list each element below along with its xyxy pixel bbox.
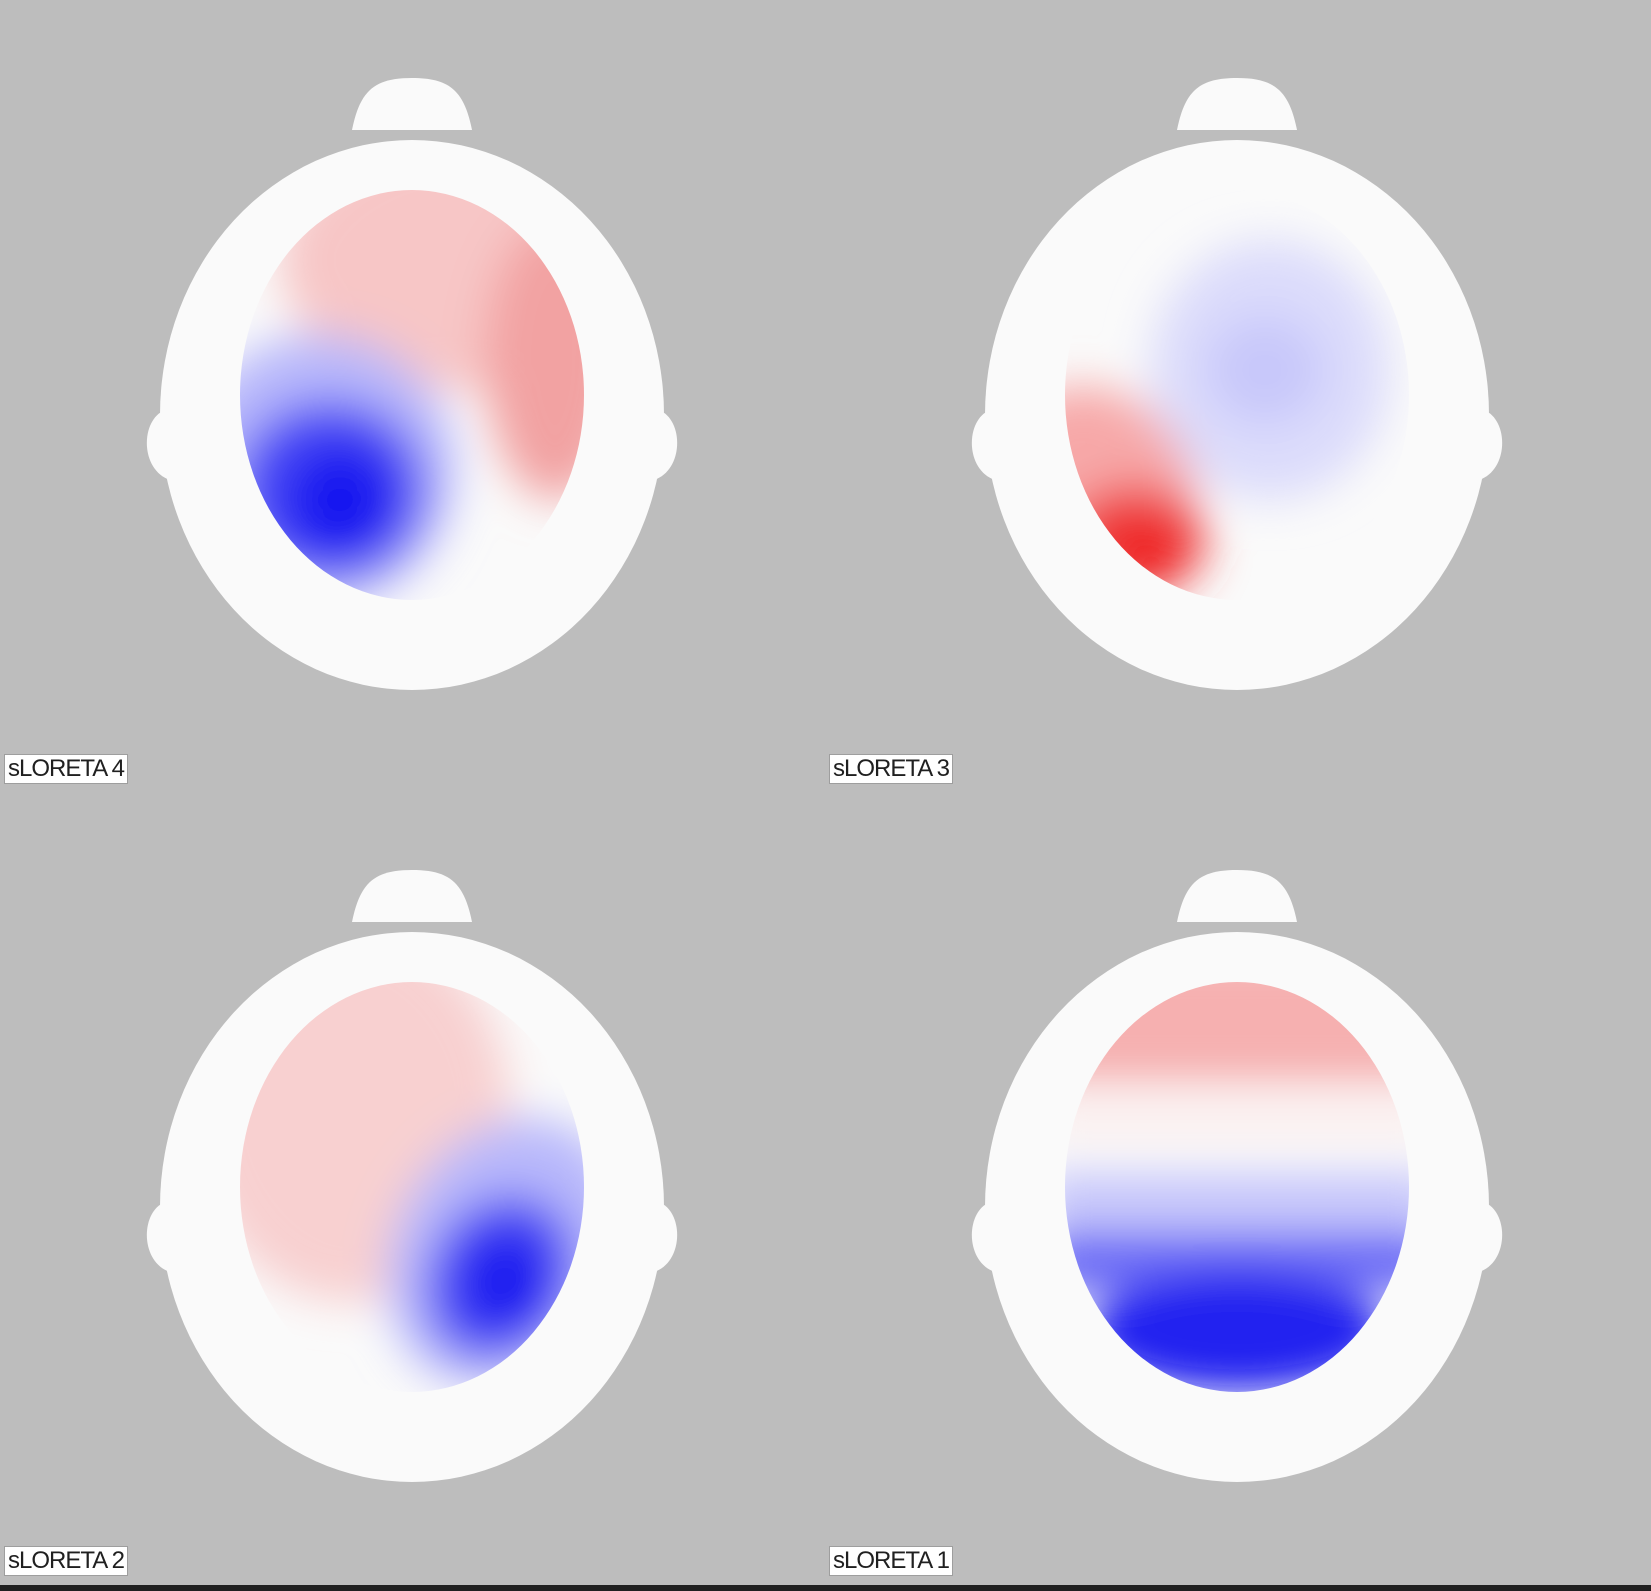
- bottom-border: [0, 1585, 1651, 1591]
- topomap-panel-sloreta-1: sLORETA 1: [825, 792, 1650, 1584]
- activation-map: [1065, 982, 1409, 1392]
- activation-map: [240, 982, 584, 1386]
- head-topomap: [971, 78, 1503, 690]
- panel-label: sLORETA 1: [829, 1546, 953, 1576]
- head-topomap: [146, 870, 678, 1482]
- topomap-panel-sloreta-3: sLORETA 3: [825, 0, 1650, 792]
- topomap-panel-sloreta-2: sLORETA 2: [0, 792, 825, 1584]
- head-topomap: [146, 78, 678, 690]
- activation-map: [240, 190, 584, 600]
- panel-label: sLORETA 4: [4, 754, 128, 784]
- head-topomap: [971, 870, 1503, 1482]
- panel-label: sLORETA 3: [829, 754, 953, 784]
- panel-label: sLORETA 2: [4, 1546, 128, 1576]
- activation-map: [1065, 240, 1390, 595]
- topomap-panel-sloreta-4: sLORETA 4: [0, 0, 825, 792]
